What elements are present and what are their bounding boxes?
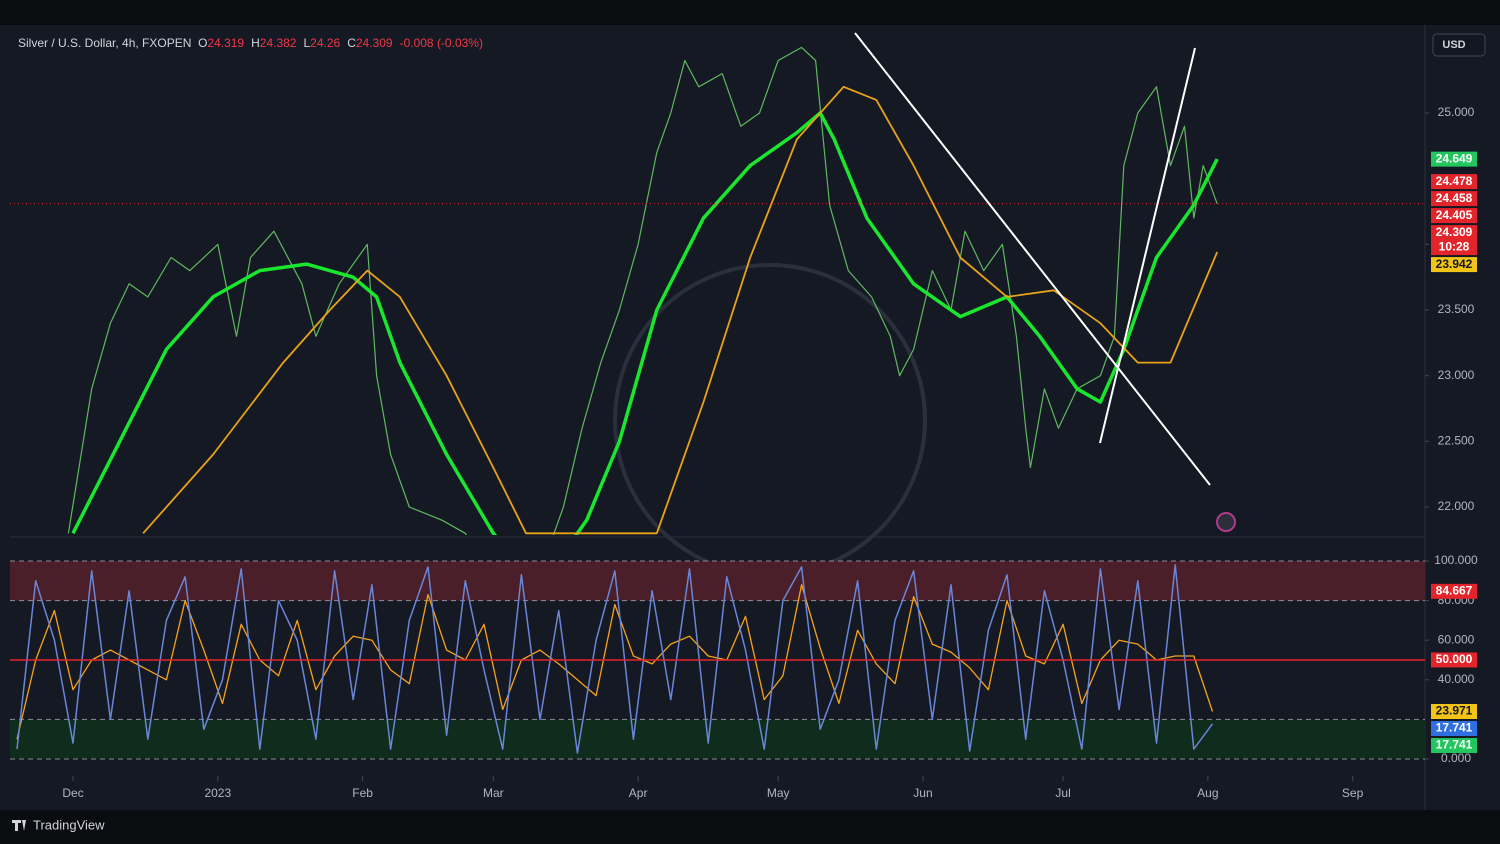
series-line	[67, 46, 1218, 535]
chart-background	[0, 25, 1500, 810]
y-tick-label: 60.000	[1438, 632, 1475, 646]
price-label: 24.309	[1436, 225, 1473, 239]
series-line	[16, 564, 1214, 754]
price-label-box	[1431, 257, 1477, 273]
series-line	[142, 85, 1219, 535]
x-tick-label: Jul	[1055, 786, 1070, 800]
symbol-name: Silver / U.S. Dollar, 4h, FXOPEN	[18, 36, 192, 50]
price-label-box	[1431, 738, 1477, 754]
pane	[10, 46, 1425, 535]
price-label-box	[1431, 208, 1477, 224]
brand-logo	[12, 820, 26, 831]
trend-line	[1099, 47, 1196, 444]
y-tick-label: 100.000	[1434, 553, 1478, 567]
x-tick-label: Feb	[352, 786, 373, 800]
currency-label: USD	[1442, 39, 1465, 51]
ohlc-value: 24.319	[207, 36, 245, 50]
price-label-box	[1431, 721, 1477, 737]
price-label-box	[1431, 652, 1477, 668]
y-tick-label: 0.000	[1441, 751, 1471, 765]
x-tick-label: May	[767, 786, 790, 800]
pane	[10, 560, 1425, 760]
price-label: 23.942	[1436, 257, 1473, 271]
price-label: 24.649	[1436, 151, 1473, 165]
series-line	[71, 111, 1219, 535]
x-tick-label: 2023	[204, 786, 231, 800]
y-tick-label: 40.000	[1438, 672, 1475, 686]
price-label: 84.667	[1436, 584, 1473, 598]
trend-line	[854, 32, 1211, 486]
price-label-box	[1431, 704, 1477, 720]
brand-name: TradingView	[33, 817, 105, 832]
ohlc-value: 24.382	[259, 36, 297, 50]
price-label-box	[1431, 225, 1477, 256]
ohlc-value: 24.309	[355, 36, 393, 50]
y-tick-label: 25.000	[1438, 105, 1475, 119]
ohlc-key: H	[251, 36, 260, 50]
y-tick-label: 22.500	[1438, 434, 1475, 448]
price-label-box	[1431, 151, 1477, 167]
ohlc-key: C	[347, 36, 356, 50]
y-tick-label: 22.000	[1438, 499, 1475, 513]
price-label: 24.458	[1436, 191, 1473, 205]
zone-band	[10, 560, 1425, 601]
price-label: 23.971	[1436, 704, 1473, 718]
x-tick-label: Mar	[483, 786, 504, 800]
price-label: 50.000	[1436, 652, 1473, 666]
price-label: 24.405	[1436, 208, 1473, 222]
series-line	[16, 584, 1214, 740]
currency-button[interactable]	[1432, 33, 1486, 57]
price-label: 17.741	[1436, 721, 1473, 735]
price-label-box	[1431, 174, 1477, 190]
ohlc-key: L	[303, 36, 311, 50]
x-tick-label: Sep	[1342, 786, 1364, 800]
ohlc-key: O	[198, 36, 208, 50]
price-label-box	[1431, 191, 1477, 207]
symbol-legend: Silver / U.S. Dollar, 4h, FXOPEN O24.319…	[18, 36, 490, 50]
ohlc-value: 24.26	[310, 36, 341, 50]
price-label: 17.741	[1436, 738, 1473, 752]
zone-band	[10, 719, 1425, 759]
event-icon[interactable]	[1216, 512, 1236, 532]
x-tick-label: Jun	[913, 786, 932, 800]
y-tick-label: 23.000	[1438, 368, 1475, 382]
change: -0.008 (-0.03%)	[399, 36, 483, 50]
x-tick-label: Dec	[62, 786, 83, 800]
countdown: 10:28	[1439, 239, 1470, 253]
y-tick-label: 23.500	[1438, 302, 1475, 316]
x-tick-label: Aug	[1197, 786, 1218, 800]
price-label-box	[1431, 583, 1477, 599]
price-label: 24.478	[1436, 174, 1473, 188]
ohlc: O24.319 H24.382 L24.26 C24.309	[198, 36, 400, 50]
x-tick-label: Apr	[629, 786, 648, 800]
